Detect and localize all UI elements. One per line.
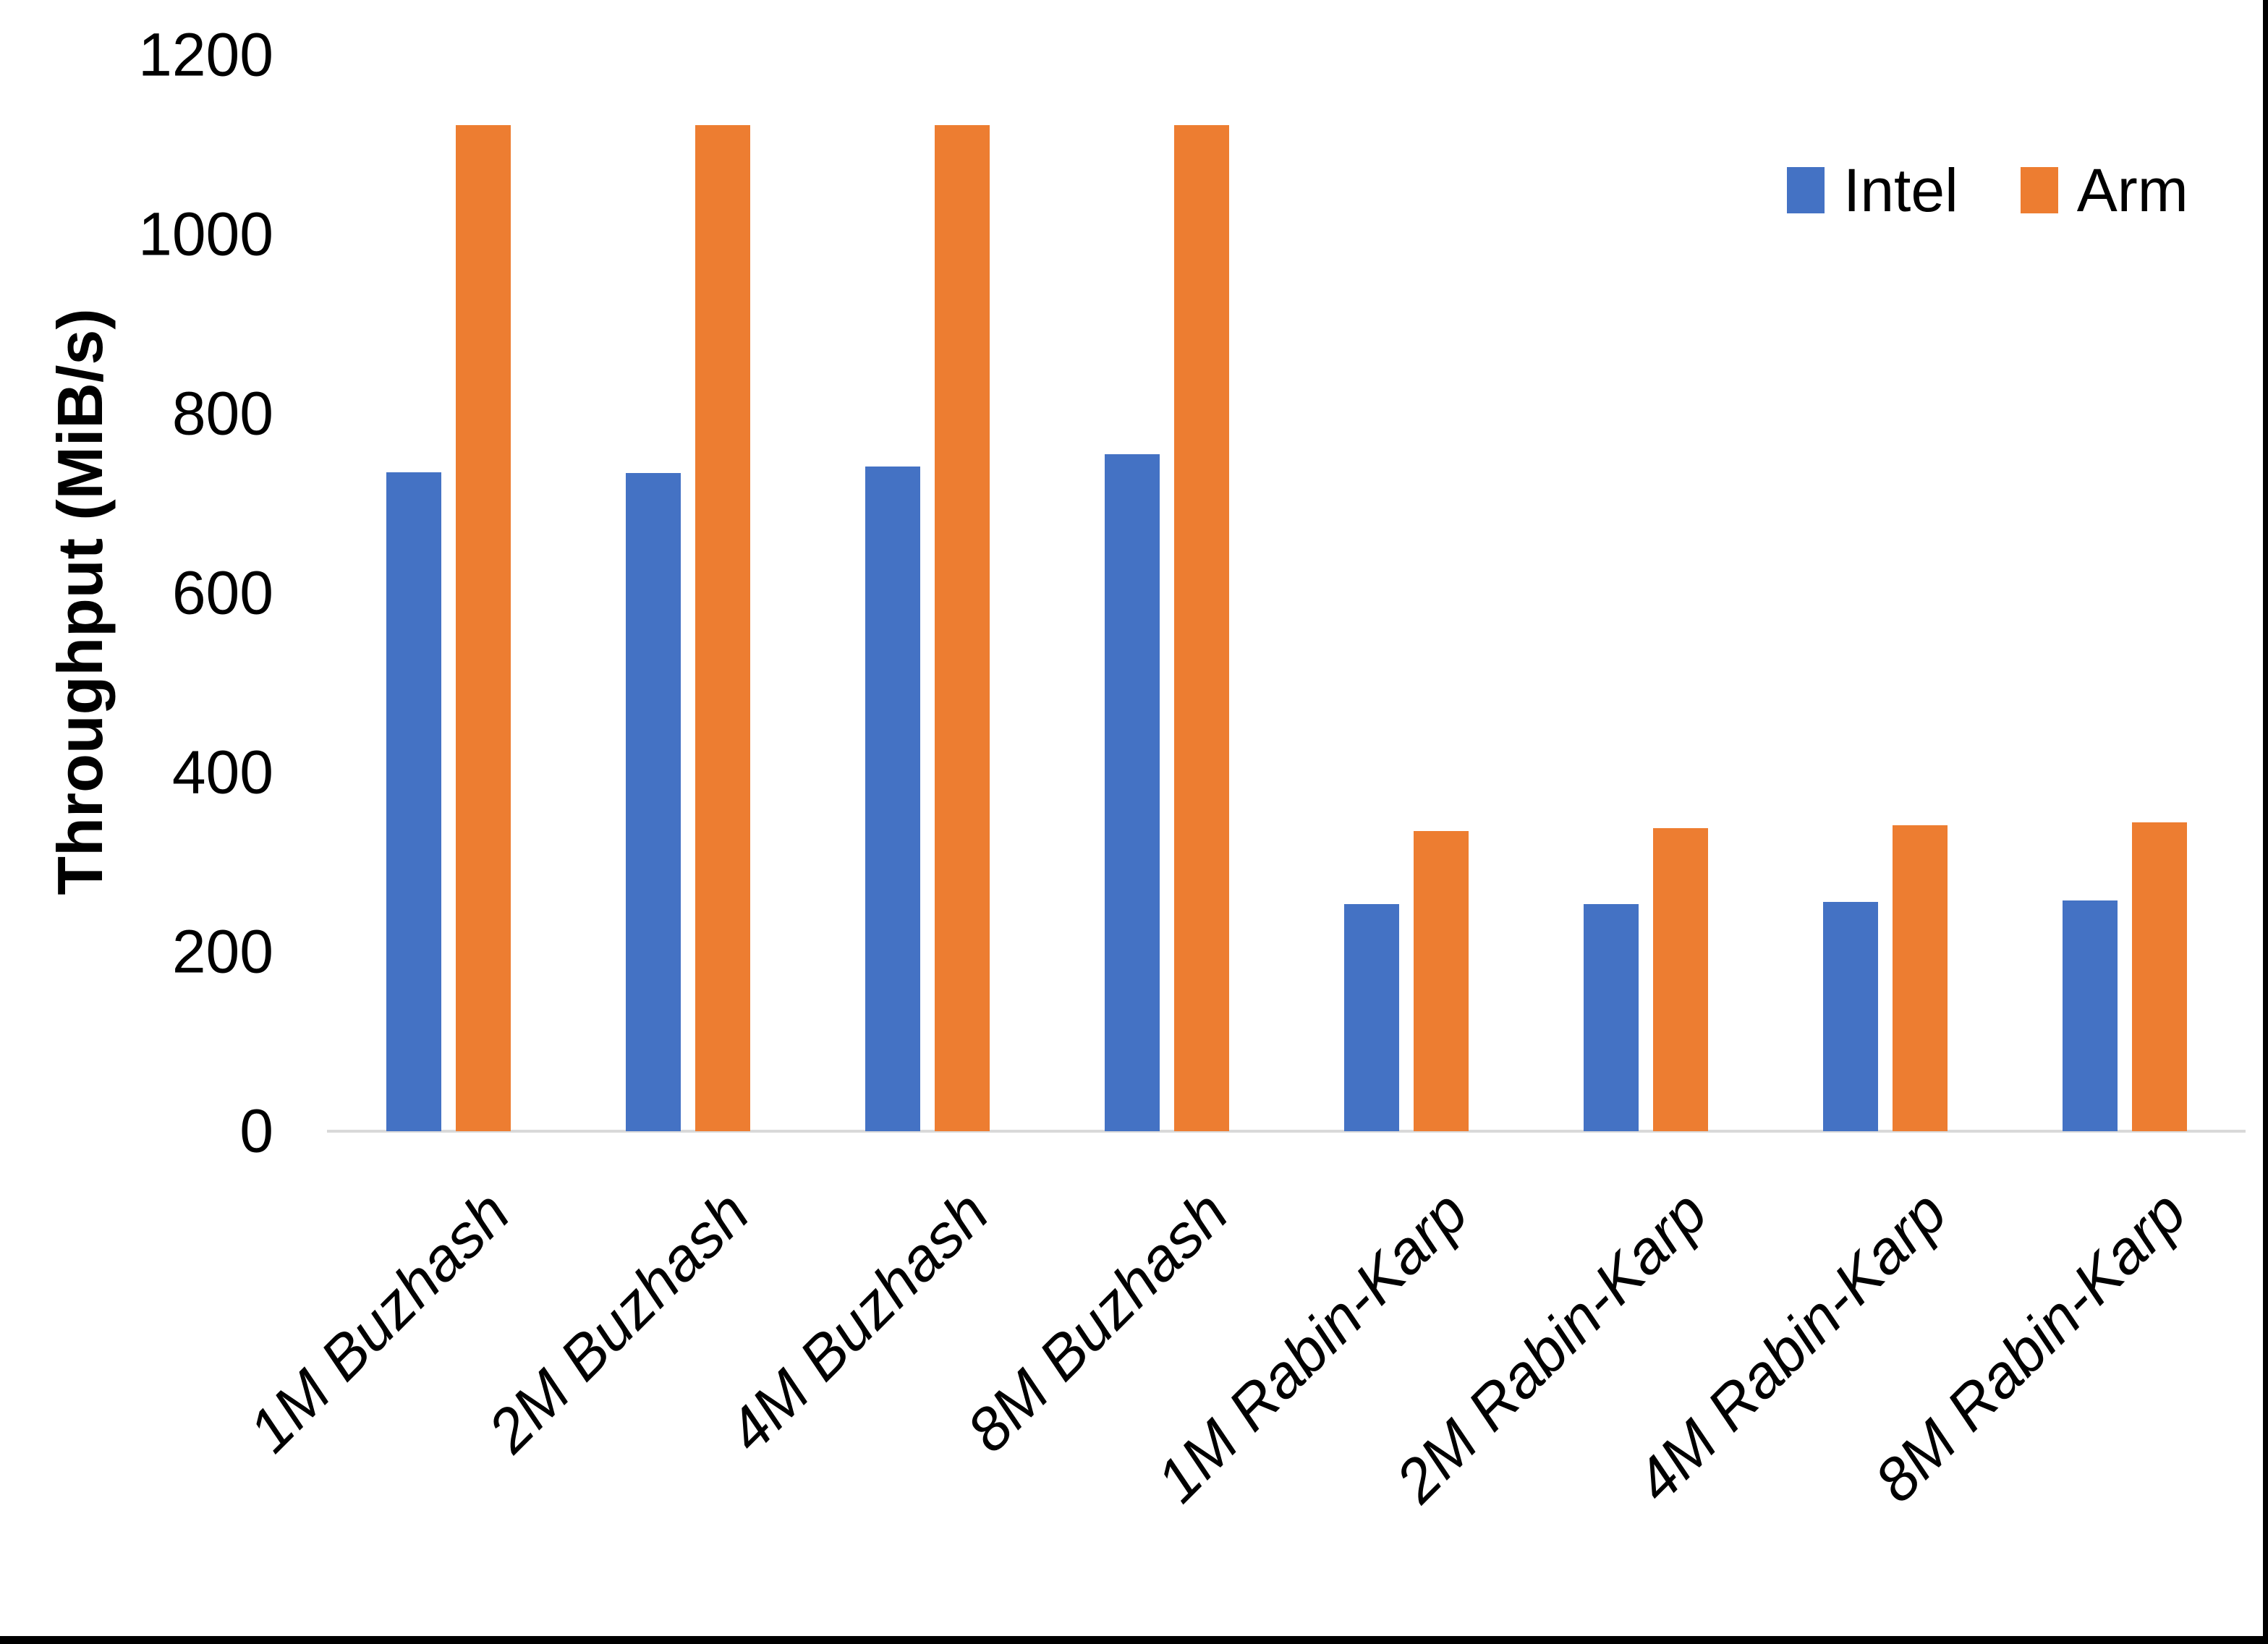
y-axis-title: Throughput (MiB/s) — [44, 308, 116, 895]
y-tick-label-800: 800 — [171, 379, 273, 448]
bar-group-7 — [1765, 55, 2005, 1131]
legend-item-arm: Arm — [2020, 156, 2188, 226]
window-border-right — [2263, 0, 2268, 1644]
bar-group-2 — [568, 55, 807, 1131]
bar-group-3 — [807, 55, 1047, 1131]
y-tick-label-1000: 1000 — [138, 200, 273, 268]
y-tick-label-400: 400 — [171, 738, 273, 806]
bar-intel-2m-rabin-karp — [1583, 904, 1639, 1131]
legend-label-arm: Arm — [2076, 156, 2188, 224]
bar-group-6 — [1526, 55, 1765, 1131]
bar-arm-1m-rabin-karp — [1413, 831, 1469, 1131]
bar-arm-8m-rabin-karp — [2131, 822, 2187, 1131]
bar-arm-4m-buzhash — [934, 125, 990, 1131]
legend-item-intel: Intel — [1787, 156, 1958, 226]
bar-group-1 — [328, 55, 568, 1131]
legend-swatch-arm — [2020, 167, 2058, 213]
x-axis-label-1m-buzhash: 1M Buzhash — [235, 1177, 522, 1465]
y-tick-label-0: 0 — [239, 1096, 273, 1165]
bar-intel-1m-rabin-karp — [1343, 904, 1399, 1131]
y-tick-label-200: 200 — [171, 917, 273, 986]
bar-group-4 — [1047, 55, 1286, 1131]
bar-intel-4m-buzhash — [865, 467, 920, 1131]
legend-swatch-intel — [1787, 167, 1825, 213]
bar-arm-2m-buzhash — [695, 125, 750, 1131]
window-border-bottom — [0, 1636, 2268, 1644]
bar-intel-8m-rabin-karp — [2062, 900, 2118, 1131]
bar-intel-2m-buzhash — [625, 473, 681, 1131]
bar-group-8 — [2005, 55, 2244, 1131]
bar-arm-8m-buzhash — [1173, 125, 1229, 1131]
bar-intel-1m-buzhash — [386, 472, 441, 1131]
legend-label-intel: Intel — [1843, 156, 1958, 224]
legend: Intel Arm — [1787, 156, 2188, 224]
bar-intel-8m-buzhash — [1104, 454, 1160, 1131]
y-tick-label-600: 600 — [171, 558, 273, 627]
bar-arm-2m-rabin-karp — [1652, 828, 1708, 1131]
x-axis-line — [327, 1130, 2246, 1133]
bar-intel-4m-rabin-karp — [1822, 902, 1878, 1131]
bar-arm-4m-rabin-karp — [1892, 825, 1948, 1131]
bar-group-5 — [1286, 55, 1526, 1131]
y-tick-label-1200: 1200 — [138, 20, 273, 89]
bar-arm-1m-buzhash — [455, 125, 511, 1131]
plot-area — [328, 55, 2244, 1131]
